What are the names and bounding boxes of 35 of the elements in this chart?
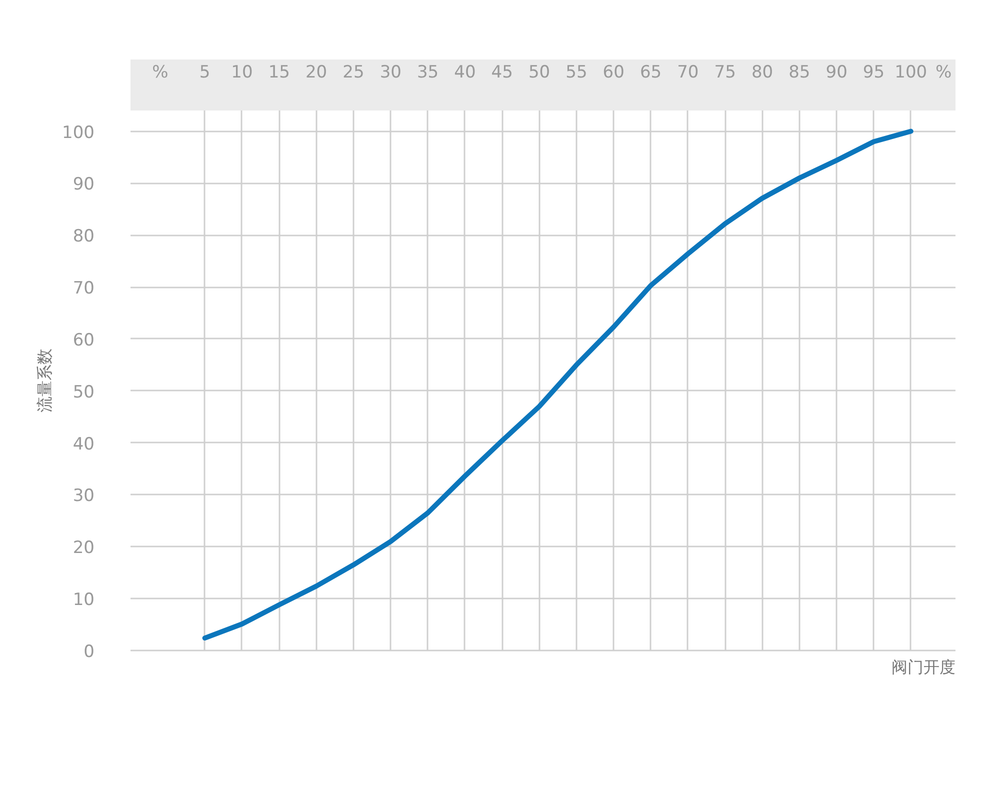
text: %: [152, 62, 168, 82]
x-tick-label: 40: [454, 62, 476, 82]
y-tick-label: 10: [72, 590, 95, 610]
y-tick-label: 40: [72, 434, 95, 454]
x-tick-label: 5: [199, 62, 210, 82]
x-tick-label: 65: [640, 62, 662, 82]
y-tick-label: 90: [72, 174, 95, 195]
y-tick-label: 0: [84, 642, 95, 662]
y-tick-label: 60: [72, 330, 95, 350]
text: %: [936, 62, 952, 82]
y-tick-label: 50: [72, 382, 95, 402]
x-tick-label: 60: [602, 62, 624, 82]
y-tick-label: 20: [72, 538, 95, 558]
x-tick-label: 10: [231, 62, 253, 82]
x-tick-label: 90: [826, 62, 848, 82]
y-tick-label: 70: [72, 278, 95, 299]
x-tick-label: 15: [268, 62, 290, 82]
y-tick-label: 80: [72, 226, 95, 247]
x-tick-label: 45: [491, 62, 513, 82]
x-tick-label: 75: [714, 62, 736, 82]
y-axis-title: 流量系数: [35, 348, 54, 412]
x-tick-label: 85: [788, 62, 810, 82]
x-tick-label: 100: [894, 62, 928, 82]
x-tick-label: 30: [380, 62, 402, 82]
x-tick-label: 35: [416, 62, 439, 82]
x-tick-label: 20: [305, 62, 328, 82]
x-tick-label: 70: [677, 62, 699, 82]
x-tick-label: 25: [342, 62, 364, 82]
y-tick-label: 30: [72, 486, 95, 506]
y-tick-label: 100: [62, 122, 95, 143]
x-tick-label: 55: [566, 62, 588, 82]
x-tick-label: 95: [862, 62, 885, 82]
x-tick-label: 80: [751, 62, 774, 82]
x-axis-title: 阀门开度: [892, 658, 956, 676]
x-tick-label: 50: [528, 62, 550, 82]
